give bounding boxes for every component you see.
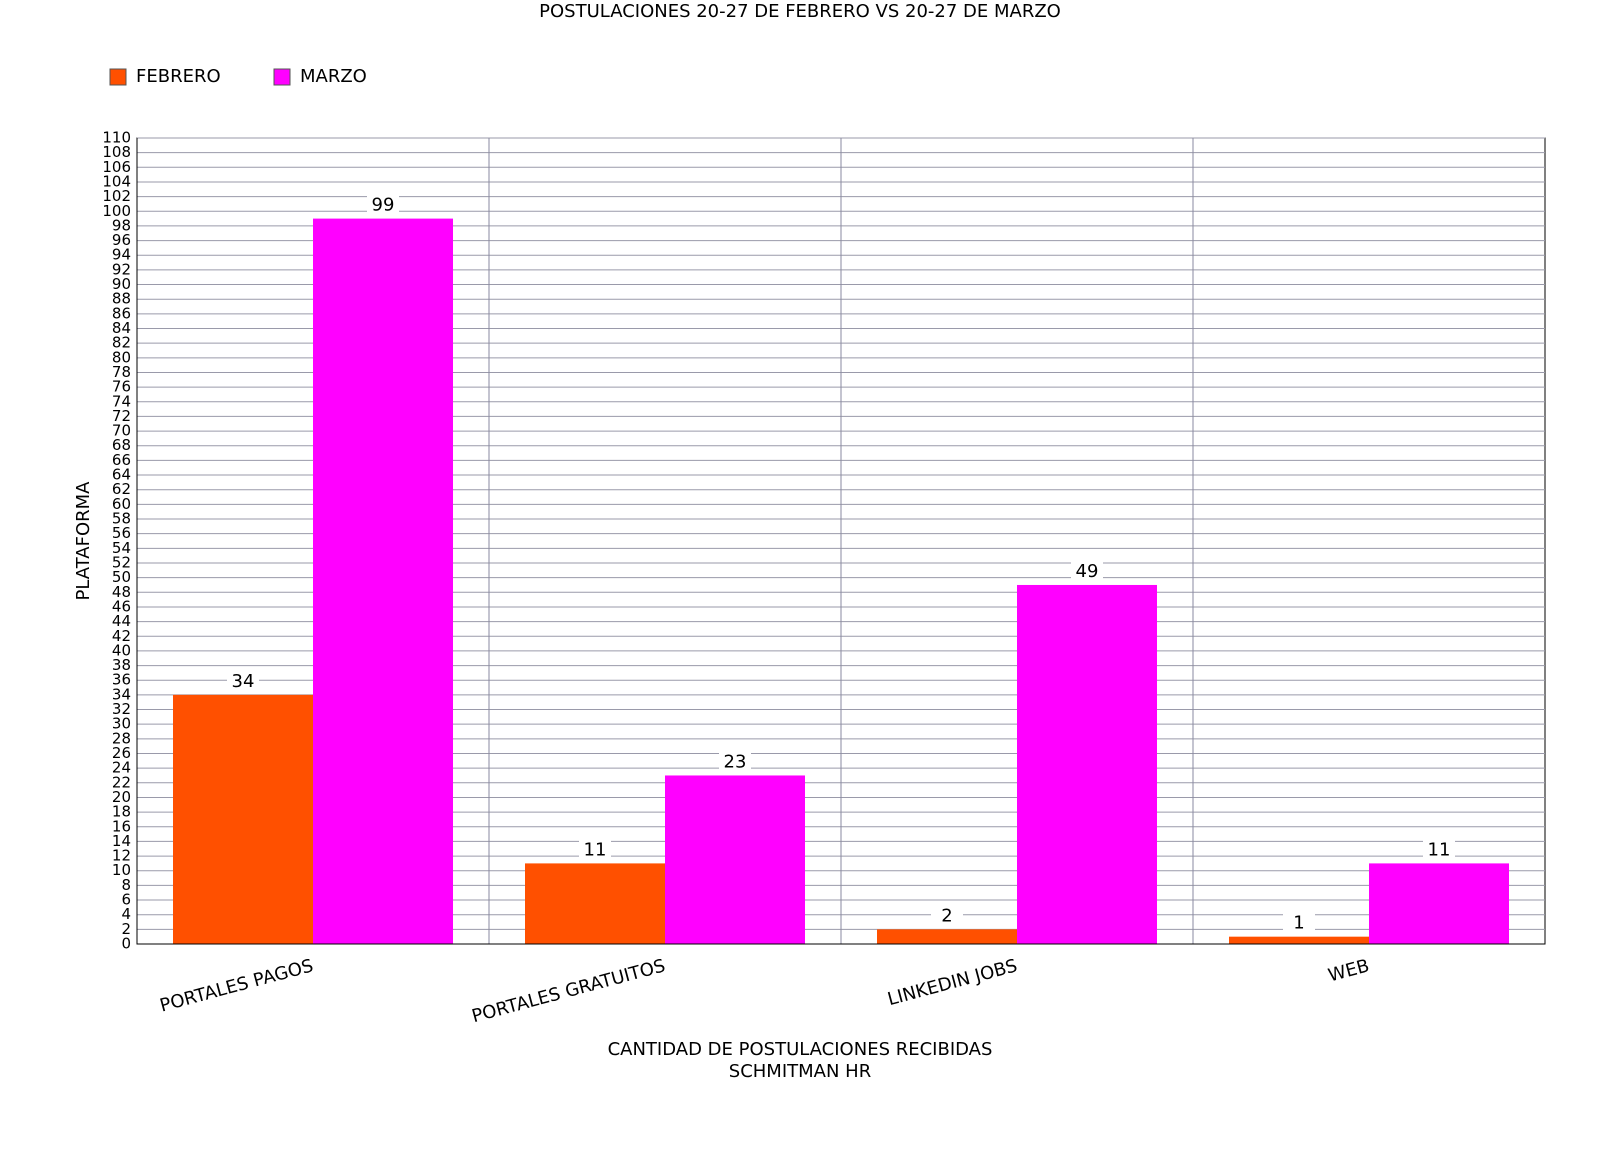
y-tick-label: 34 [112, 685, 131, 703]
y-tick-label: 12 [112, 847, 131, 865]
data-label-bg [1423, 839, 1455, 862]
y-tick-label: 84 [112, 319, 131, 337]
y-tick-label: 22 [112, 773, 131, 791]
x-tick-label: LINKEDIN JOBS [885, 955, 1019, 1010]
data-label-bg [367, 194, 399, 217]
y-tick-label: 82 [112, 334, 131, 352]
y-tick-label: 76 [112, 378, 131, 396]
data-label: 11 [1428, 839, 1451, 860]
data-label: 1 [1293, 913, 1304, 934]
y-tick-label: 66 [112, 451, 131, 469]
y-tick-label: 64 [112, 466, 131, 484]
y-tick-label: 24 [112, 759, 131, 777]
bar [1369, 863, 1509, 944]
y-tick-label: 4 [121, 905, 131, 923]
data-label-bg [1071, 560, 1103, 583]
x-axis-label: SCHMITMAN HR [729, 1061, 871, 1082]
y-tick-label: 8 [121, 876, 131, 894]
y-tick-label: 98 [112, 216, 131, 234]
y-tick-label: 54 [112, 539, 131, 557]
data-label: 23 [724, 751, 747, 772]
y-tick-label: 58 [112, 510, 131, 528]
y-tick-label: 92 [112, 260, 131, 278]
x-axis-label: CANTIDAD DE POSTULACIONES RECIBIDAS [608, 1039, 993, 1060]
y-tick-label: 10 [112, 861, 131, 879]
y-tick-label: 2 [121, 920, 131, 938]
data-label-bg [579, 839, 611, 862]
y-tick-label: 68 [112, 436, 131, 454]
y-tick-label: 48 [112, 583, 131, 601]
bar [1017, 584, 1157, 944]
y-tick-label: 78 [112, 363, 131, 381]
x-tick-label: WEB [1326, 955, 1372, 986]
y-tick-label: 30 [112, 715, 131, 733]
bar [877, 929, 1017, 944]
data-label-bg [931, 905, 963, 928]
y-tick-label: 110 [102, 129, 131, 147]
y-tick-label: 44 [112, 612, 131, 630]
x-tick-label: PORTALES PAGOS [158, 955, 316, 1016]
y-tick-label: 18 [112, 803, 131, 821]
chart-title: POSTULACIONES 20-27 DE FEBRERO VS 20-27 … [539, 1, 1061, 22]
y-tick-label: 70 [112, 422, 131, 440]
data-label-bg [227, 670, 259, 693]
y-tick-label: 46 [112, 597, 131, 615]
y-tick-label: 60 [112, 495, 131, 513]
bar [313, 218, 453, 945]
y-tick-label: 28 [112, 729, 131, 747]
y-tick-label: 74 [112, 392, 131, 410]
y-tick-label: 94 [112, 246, 131, 264]
y-tick-label: 20 [112, 788, 131, 806]
y-tick-label: 86 [112, 304, 131, 322]
data-label: 99 [372, 195, 395, 216]
y-tick-label: 88 [112, 290, 131, 308]
data-label-bg [719, 751, 751, 774]
y-tick-label: 96 [112, 231, 131, 249]
legend-swatch [109, 68, 127, 86]
y-tick-label: 56 [112, 524, 131, 542]
y-tick-label: 14 [112, 832, 131, 850]
y-tick-label: 38 [112, 656, 131, 674]
bar [525, 863, 665, 944]
y-tick-label: 42 [112, 627, 131, 645]
bar [665, 775, 805, 944]
y-tick-label: 50 [112, 568, 131, 586]
data-label-bg [1283, 912, 1315, 935]
legend-swatch [273, 68, 291, 86]
legend-label: FEBRERO [136, 66, 221, 87]
x-tick-label: PORTALES GRATUITOS [470, 955, 668, 1027]
y-tick-label: 52 [112, 553, 131, 571]
y-tick-label: 26 [112, 744, 131, 762]
data-label: 2 [941, 905, 952, 926]
y-tick-label: 32 [112, 700, 131, 718]
bar [173, 694, 313, 944]
y-tick-label: 72 [112, 407, 131, 425]
y-tick-label: 36 [112, 671, 131, 689]
y-tick-label: 108 [102, 143, 131, 161]
y-tick-label: 16 [112, 817, 131, 835]
y-axis-label: PLATAFORMA [73, 481, 94, 601]
data-label: 49 [1076, 561, 1099, 582]
y-tick-label: 90 [112, 275, 131, 293]
bar [1229, 936, 1369, 944]
y-tick-label: 100 [102, 202, 131, 220]
data-label: 11 [584, 839, 607, 860]
y-tick-label: 0 [121, 935, 131, 953]
y-tick-label: 80 [112, 348, 131, 366]
y-tick-label: 102 [102, 187, 131, 205]
legend-label: MARZO [300, 66, 367, 87]
y-tick-label: 106 [102, 158, 131, 176]
y-tick-label: 104 [102, 172, 131, 190]
y-tick-label: 62 [112, 480, 131, 498]
data-label: 34 [232, 671, 255, 692]
y-tick-label: 40 [112, 641, 131, 659]
y-tick-label: 6 [121, 891, 131, 909]
